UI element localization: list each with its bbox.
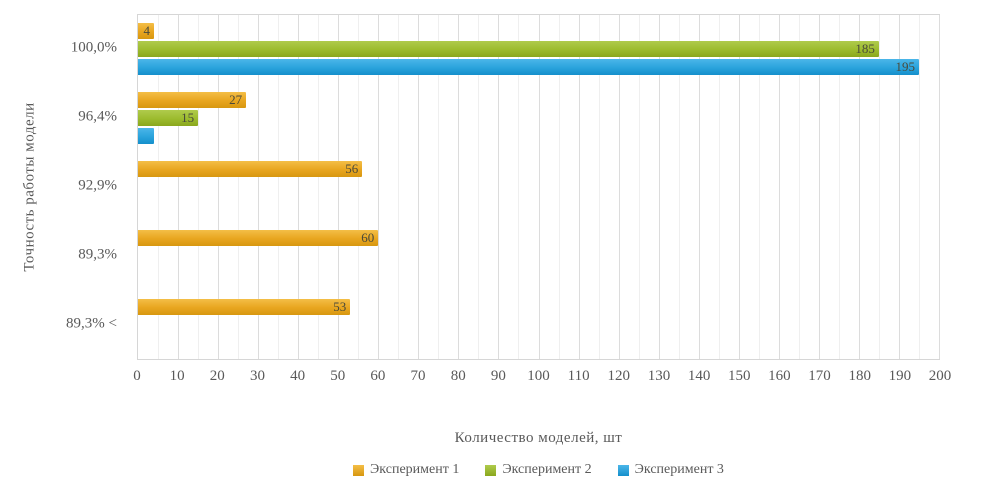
bar-series-1-category-2: 27 [138,92,247,109]
minor-gridline [518,15,520,359]
minor-gridline [798,15,800,359]
bar-series-2-category-2: 15 [138,110,199,127]
bar-series-3-category-2 [138,128,155,145]
x-tick-label: 100 [527,368,550,384]
major-gridline [778,15,780,359]
major-gridline [458,15,460,359]
x-tick-label: 120 [607,368,631,384]
x-tick-label: 30 [249,368,265,384]
minor-gridline [758,15,760,359]
minor-gridline [238,15,240,359]
x-tick-label: 40 [290,368,306,384]
legend-item-2: Эксперимент 2 [485,462,592,478]
major-gridline [378,15,380,359]
minor-gridline [558,15,560,359]
minor-gridline [638,15,640,359]
x-tick-label: 20 [209,368,225,384]
major-gridline [578,15,580,359]
major-gridline [858,15,860,359]
x-tick-label: 110 [567,368,590,384]
major-gridline [738,15,740,359]
minor-gridline [878,15,880,359]
major-gridline [818,15,820,359]
major-gridline [178,15,180,359]
bar-series-1-category-5: 53 [138,298,351,315]
x-tick-label: 130 [647,368,671,384]
y-tick-label: 89,3% < [66,315,117,332]
y-tick-label: 89,3% [78,246,117,263]
legend-marker-icon [353,464,365,476]
bar-series-1-category-1: 4 [138,23,155,40]
minor-gridline [278,15,280,359]
x-axis-title: Количество моделей, шт [454,430,623,446]
major-gridline [698,15,700,359]
major-gridline [618,15,620,359]
major-gridline [498,15,500,359]
major-gridline [418,15,420,359]
minor-gridline [398,15,400,359]
minor-gridline [598,15,600,359]
y-tick-label: 100,0% [70,39,117,56]
major-gridline [338,15,340,359]
x-axis-tick-labels: 0 10 20 30 40 50 60 70 80 90 100 110 120 130 140 150 160… [133,368,951,388]
x-tick-label: 0 [133,368,141,384]
major-gridline [218,15,220,359]
x-tick-label: 200 [928,368,952,384]
bar-value-label: 60 [361,229,375,245]
major-gridline [258,15,260,359]
y-tick-label: 96,4% [78,108,117,125]
bar-value-label: 15 [181,110,195,126]
bar-series-1-category-3: 56 [138,161,363,177]
legend-label: Эксперимент 2 [502,462,592,477]
x-tick-label: 170 [808,368,831,384]
x-tick-label: 80 [450,368,466,384]
legend-marker-icon [485,464,497,476]
major-gridline [939,15,940,359]
x-tick-label: 190 [888,368,912,384]
bar-value-label: 53 [333,298,347,314]
bar-value-label: 4 [143,23,151,39]
bar-value-label: 27 [229,92,243,108]
chart-legend: Эксперимент 1 Эксперимент 2 Эксперимент 3 [137,462,940,478]
minor-gridline [438,15,440,359]
minor-gridline [318,15,320,359]
major-gridline [538,15,540,359]
minor-gridline [158,15,160,359]
legend-item-3: Эксперимент 3 [617,462,724,478]
bar-series-2-category-1: 185 [138,41,879,58]
x-tick-label: 50 [330,368,346,384]
minor-gridline [718,15,720,359]
bar-value-label: 185 [855,41,875,57]
x-tick-label: 150 [728,368,751,384]
bar-series-3-category-1: 195 [138,59,919,76]
minor-gridline [478,15,480,359]
bar-series-1-category-4: 60 [138,229,379,246]
plot-area: 4 27 56 60 53 185 15 195 [137,14,940,360]
minor-gridline [358,15,360,359]
major-gridline [658,15,660,359]
x-tick-label: 90 [490,368,506,384]
y-tick-label: 92,9% [78,177,117,194]
x-tick-label: 160 [768,368,791,384]
x-tick-label: 60 [370,368,386,384]
major-gridline [898,15,900,359]
x-tick-label: 180 [848,368,871,384]
minor-gridline [678,15,680,359]
bar-value-label: 56 [345,161,359,176]
legend-label: Эксперимент 3 [634,462,724,477]
minor-gridline [198,15,200,359]
legend-label: Эксперимент 1 [370,462,460,477]
legend-item-1: Эксперимент 1 [353,462,459,478]
minor-gridline [838,15,840,359]
legend-marker-icon [617,464,629,476]
minor-gridline [918,15,920,359]
x-tick-label: 70 [410,368,426,384]
major-gridline [298,15,300,359]
y-axis-tick-labels: 100,0% 96,4% 92,9% 89,3% 89,3% < [0,14,127,360]
x-tick-label: 140 [687,368,711,384]
x-tick-label: 10 [169,368,185,384]
bar-value-label: 195 [895,59,915,75]
